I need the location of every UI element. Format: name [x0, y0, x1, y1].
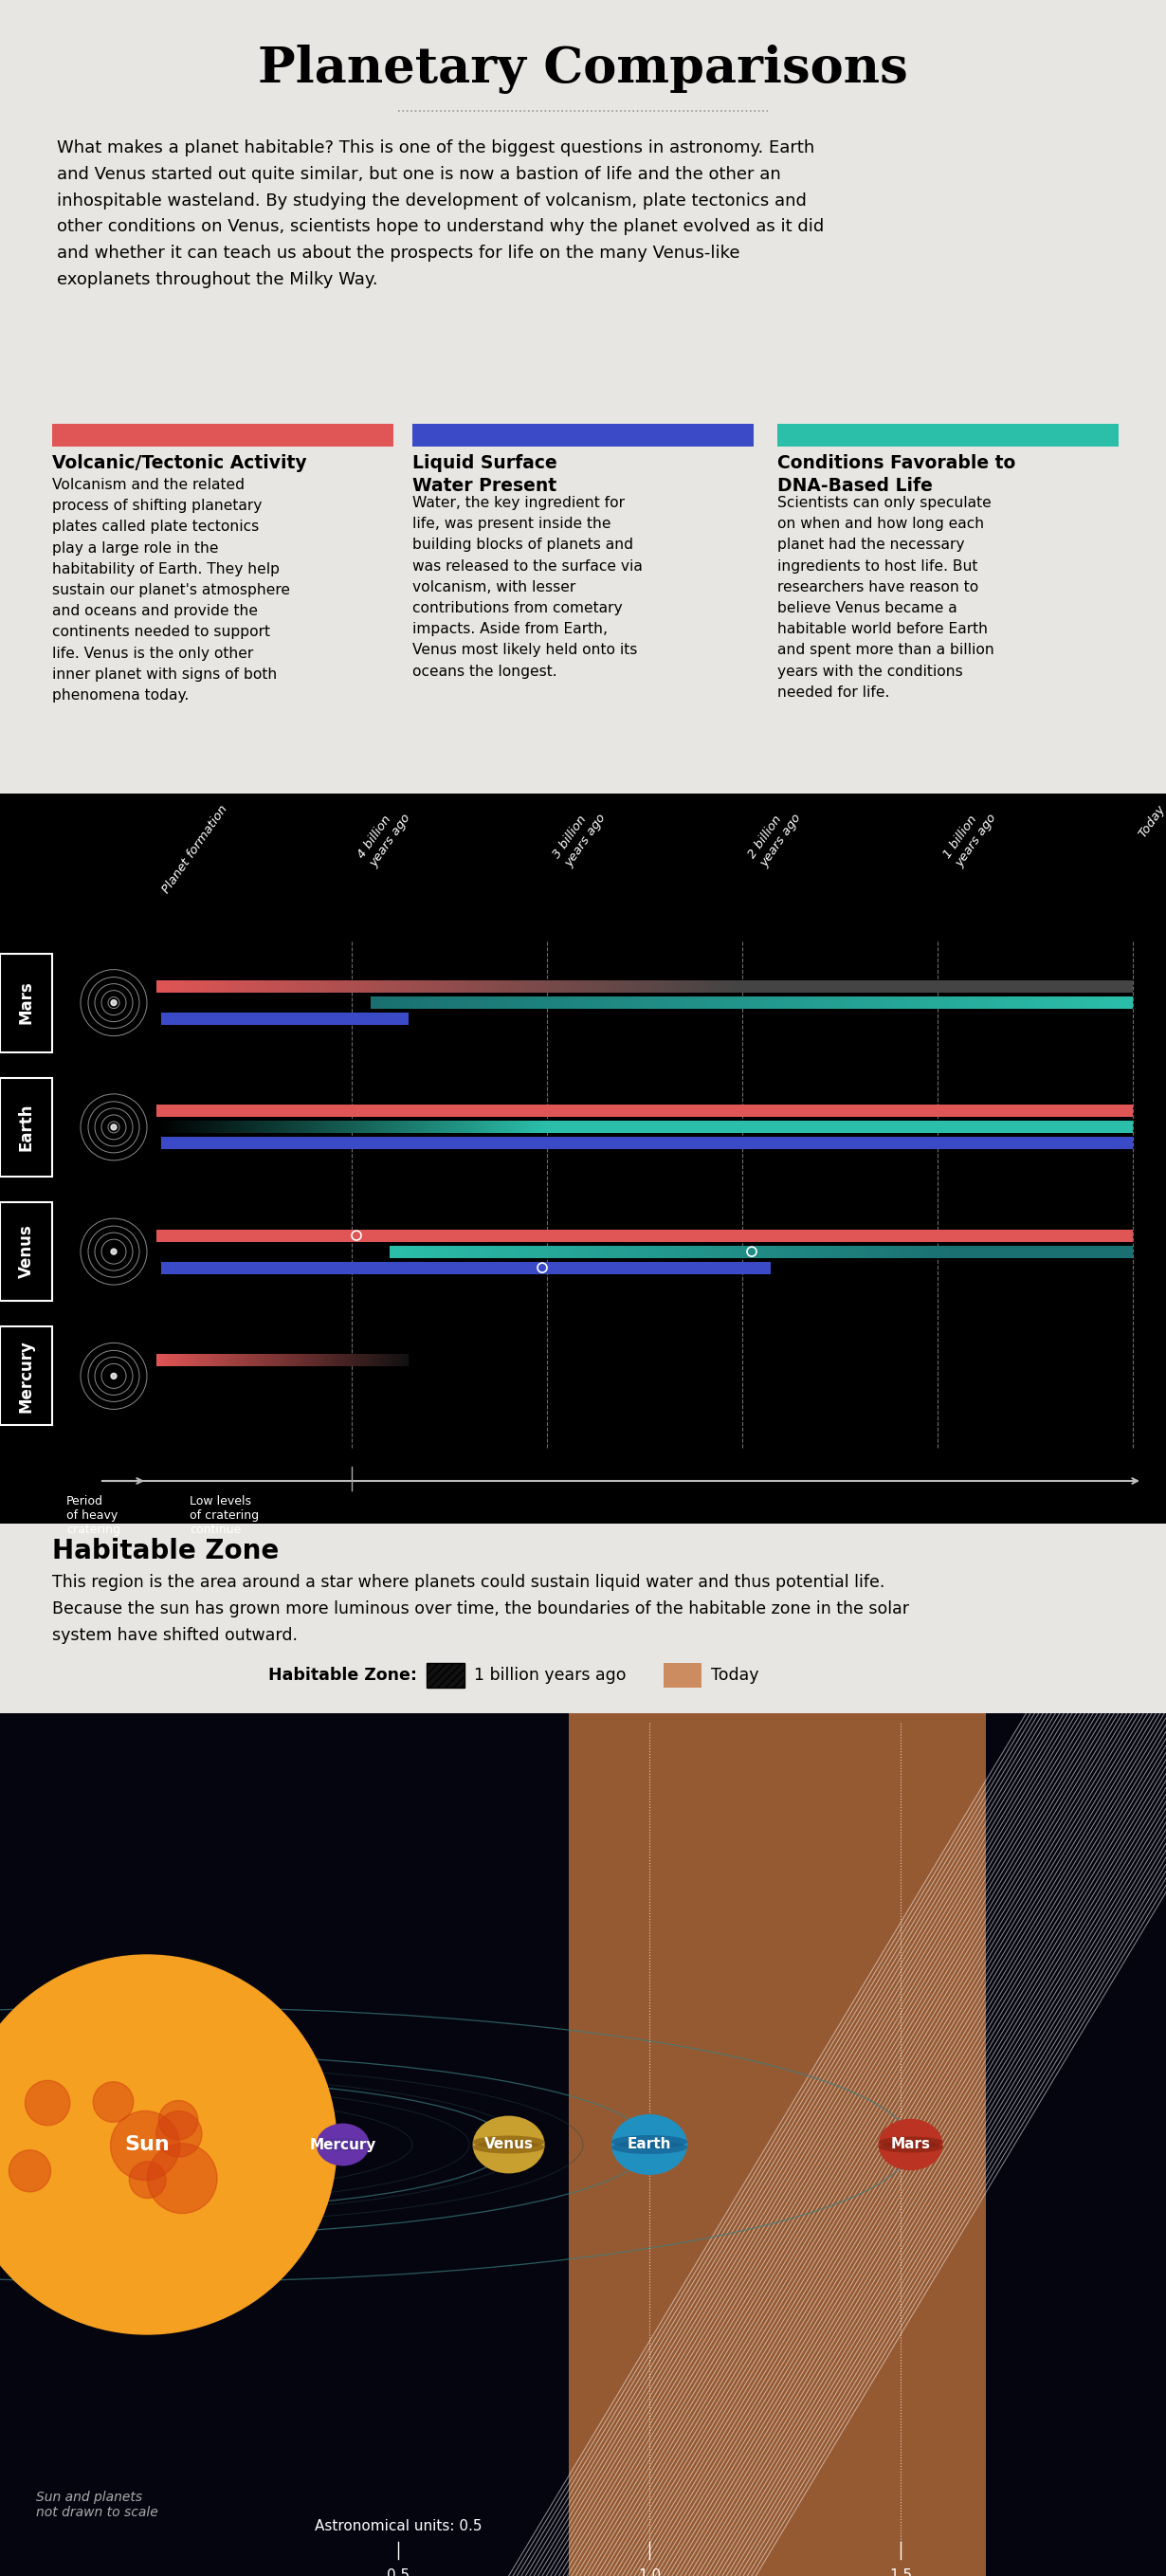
FancyBboxPatch shape [663, 1664, 702, 1687]
Ellipse shape [878, 2136, 943, 2148]
Text: 2 billion
years ago: 2 billion years ago [746, 804, 803, 868]
FancyBboxPatch shape [0, 1713, 1166, 2576]
Circle shape [111, 1249, 117, 1255]
Text: Habitable Zone: Habitable Zone [52, 1538, 279, 1564]
Text: Astronomical units: 0.5: Astronomical units: 0.5 [315, 2519, 482, 2532]
FancyBboxPatch shape [956, 1244, 1133, 1257]
Circle shape [97, 2038, 167, 2110]
Ellipse shape [472, 2141, 545, 2154]
Text: 1 billion
years ago: 1 billion years ago [941, 804, 998, 868]
Text: Conditions Favorable to
DNA-Based Life: Conditions Favorable to DNA-Based Life [778, 453, 1016, 495]
Circle shape [223, 2079, 262, 2120]
FancyBboxPatch shape [427, 1664, 464, 1687]
Ellipse shape [878, 2120, 943, 2172]
Circle shape [64, 2117, 129, 2184]
Circle shape [0, 1955, 337, 2334]
Text: Venus: Venus [484, 2138, 533, 2151]
FancyBboxPatch shape [161, 1136, 1133, 1149]
Text: What makes a planet habitable? This is one of the biggest questions in astronomy: What makes a planet habitable? This is o… [57, 139, 824, 289]
Text: Volcanic/Tectonic Activity: Volcanic/Tectonic Activity [52, 453, 307, 471]
FancyBboxPatch shape [161, 1262, 771, 1275]
Text: Planet formation: Planet formation [160, 804, 231, 896]
Circle shape [101, 2174, 146, 2218]
Text: 1.5: 1.5 [890, 2568, 912, 2576]
Ellipse shape [316, 2123, 370, 2166]
Text: Sun: Sun [125, 2136, 169, 2154]
Circle shape [202, 2133, 230, 2161]
FancyBboxPatch shape [156, 1105, 1133, 1118]
Ellipse shape [611, 2115, 687, 2174]
Text: Volcanism and the related
process of shifting planetary
plates called plate tect: Volcanism and the related process of shi… [52, 477, 290, 703]
FancyBboxPatch shape [547, 1121, 1133, 1133]
Ellipse shape [611, 2141, 687, 2154]
Circle shape [111, 999, 117, 1005]
Ellipse shape [316, 2143, 370, 2151]
Text: Planetary Comparisons: Planetary Comparisons [258, 44, 908, 93]
Text: Period
of heavy
cratering: Period of heavy cratering [66, 1494, 120, 1535]
Text: 0.5: 0.5 [387, 2568, 409, 2576]
Text: Mars: Mars [891, 2138, 930, 2151]
Circle shape [111, 1373, 117, 1378]
FancyBboxPatch shape [0, 1077, 52, 1177]
FancyBboxPatch shape [569, 1713, 986, 2576]
FancyBboxPatch shape [743, 981, 1133, 992]
Text: Today: Today [711, 1667, 759, 1685]
Text: Scientists can only speculate
on when and how long each
planet had the necessary: Scientists can only speculate on when an… [778, 495, 995, 701]
Circle shape [55, 2071, 93, 2110]
FancyBboxPatch shape [52, 425, 393, 446]
Text: 1.0: 1.0 [638, 2568, 661, 2576]
Text: Mercury: Mercury [309, 2138, 377, 2151]
FancyBboxPatch shape [0, 1327, 52, 1425]
Ellipse shape [472, 2115, 545, 2174]
Text: Mars: Mars [17, 981, 35, 1025]
Text: Low levels
of cratering
continue: Low levels of cratering continue [190, 1494, 259, 1535]
Text: Mercury: Mercury [17, 1340, 35, 1412]
Text: Earth: Earth [17, 1103, 35, 1151]
FancyBboxPatch shape [161, 1012, 408, 1025]
Circle shape [189, 2069, 240, 2120]
Ellipse shape [611, 2136, 687, 2148]
Text: Water, the key ingredient for
life, was present inside the
building blocks of pl: Water, the key ingredient for life, was … [413, 495, 642, 677]
Ellipse shape [316, 2138, 370, 2148]
Text: Earth: Earth [627, 2138, 672, 2151]
Text: Today: Today [1137, 804, 1166, 840]
FancyBboxPatch shape [0, 953, 52, 1051]
FancyBboxPatch shape [0, 1203, 52, 1301]
Text: Sun and planets
not drawn to scale: Sun and planets not drawn to scale [36, 2491, 159, 2519]
Text: This region is the area around a star where planets could sustain liquid water a: This region is the area around a star wh… [52, 1574, 909, 1643]
Circle shape [126, 2146, 175, 2195]
Ellipse shape [878, 2141, 943, 2154]
Ellipse shape [472, 2136, 545, 2148]
FancyBboxPatch shape [156, 1229, 1133, 1242]
FancyBboxPatch shape [778, 425, 1118, 446]
Circle shape [111, 1123, 117, 1131]
Text: Venus: Venus [17, 1224, 35, 1278]
FancyBboxPatch shape [413, 425, 753, 446]
Text: Liquid Surface
Water Present: Liquid Surface Water Present [413, 453, 557, 495]
Text: Habitable Zone:: Habitable Zone: [268, 1667, 417, 1685]
Text: 3 billion
years ago: 3 billion years ago [550, 804, 607, 868]
FancyBboxPatch shape [0, 793, 1166, 1522]
Text: 4 billion
years ago: 4 billion years ago [356, 804, 413, 868]
Text: 1 billion years ago: 1 billion years ago [475, 1667, 626, 1685]
